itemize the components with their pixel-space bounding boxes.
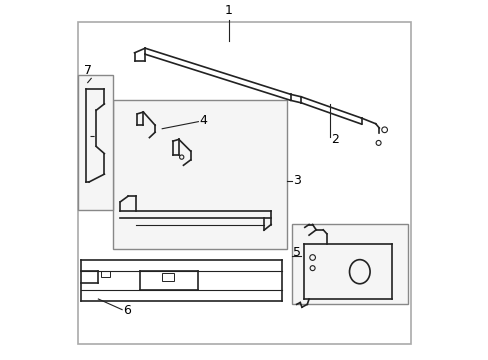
Text: 5: 5 — [293, 246, 301, 260]
Text: 4: 4 — [199, 114, 207, 127]
Text: 3: 3 — [293, 174, 301, 187]
FancyBboxPatch shape — [78, 75, 113, 210]
Text: 7: 7 — [83, 64, 92, 77]
Text: 2: 2 — [331, 133, 339, 146]
FancyBboxPatch shape — [292, 224, 407, 303]
Text: 6: 6 — [123, 304, 131, 317]
Text: 1: 1 — [224, 4, 232, 17]
FancyBboxPatch shape — [113, 100, 286, 249]
